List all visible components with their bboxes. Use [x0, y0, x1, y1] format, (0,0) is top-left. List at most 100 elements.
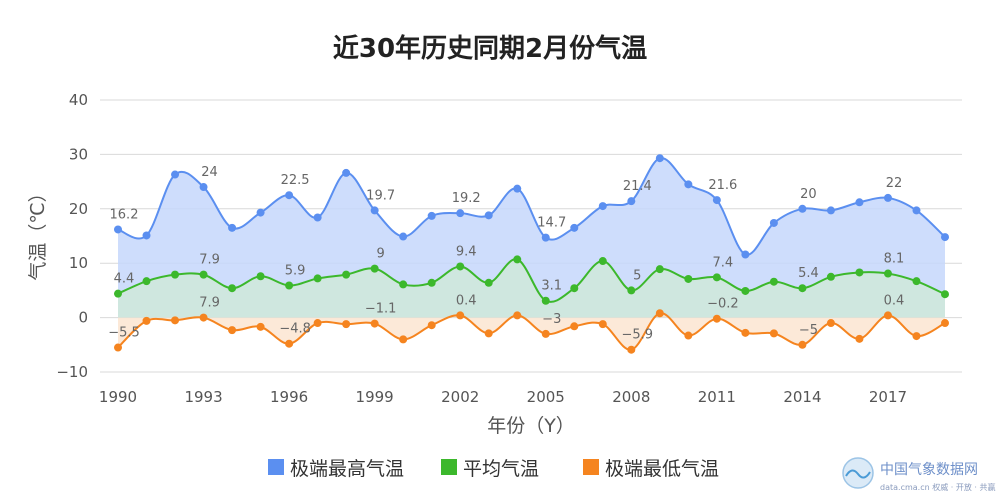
data-point: [741, 250, 750, 259]
data-point: [285, 339, 294, 348]
x-axis-label: 年份（Y）: [487, 415, 575, 437]
data-point: [285, 191, 294, 200]
data-point: [513, 311, 522, 320]
data-point: [912, 332, 921, 341]
data-point: [427, 278, 436, 287]
data-point: [598, 202, 607, 211]
data-points: [114, 154, 949, 354]
data-point: [228, 284, 237, 293]
data-label: 7.9: [199, 253, 220, 268]
data-point: [627, 197, 636, 206]
data-label: 20: [800, 187, 817, 202]
y-tick-label: −10: [56, 363, 88, 381]
data-point: [826, 272, 835, 281]
x-tick-label: 1999: [356, 388, 394, 406]
y-tick-label: 30: [69, 145, 88, 163]
data-label: 24: [201, 165, 218, 180]
data-point: [769, 329, 778, 338]
data-point: [171, 316, 180, 325]
x-tick-label: 1990: [99, 388, 137, 406]
data-point: [228, 223, 237, 232]
x-tick-label: 2002: [441, 388, 479, 406]
x-tick-label: 2008: [612, 388, 650, 406]
data-point: [427, 321, 436, 330]
legend-label: 极端最高气温: [290, 458, 404, 480]
data-point: [627, 345, 636, 354]
data-point: [171, 170, 180, 179]
data-label: 22: [886, 176, 903, 191]
data-point: [684, 331, 693, 340]
data-label: 9.4: [456, 244, 477, 259]
data-point: [826, 206, 835, 215]
data-point: [313, 274, 322, 283]
data-point: [883, 311, 892, 320]
data-point: [228, 326, 237, 335]
data-label: 21.6: [708, 178, 737, 193]
y-tick-label: 0: [78, 309, 88, 327]
data-label: 21.4: [623, 179, 652, 194]
data-point: [142, 277, 151, 286]
data-point: [456, 209, 465, 218]
data-point: [855, 268, 864, 277]
data-point: [541, 329, 550, 338]
data-point: [570, 322, 579, 331]
data-label: −3: [542, 312, 561, 327]
data-label: 16.2: [110, 207, 139, 222]
legend-swatch: [441, 459, 457, 475]
data-point: [427, 211, 436, 220]
data-point: [655, 265, 664, 274]
data-label: 5.4: [798, 266, 819, 281]
y-tick-label: 40: [69, 91, 88, 109]
data-point: [370, 264, 379, 273]
y-tick-label: 20: [69, 200, 88, 218]
data-point: [399, 335, 408, 344]
data-point: [541, 296, 550, 305]
data-point: [142, 231, 151, 240]
data-label: −5: [799, 323, 818, 338]
data-label: 3.1: [541, 279, 562, 294]
chart-title: 近30年历史同期2月份气温: [333, 33, 647, 64]
data-point: [370, 206, 379, 215]
data-point: [712, 273, 721, 282]
data-point: [256, 208, 265, 217]
data-point: [399, 232, 408, 241]
watermark-subtitle: data.cma.cn 权威 · 开放 · 共赢: [880, 482, 995, 492]
data-point: [114, 343, 122, 352]
legend: 极端最高气温 平均气温 极端最低气温: [268, 458, 719, 480]
data-label: 5: [633, 268, 641, 283]
legend-swatch: [268, 459, 284, 475]
area-fills: [118, 157, 945, 350]
data-point: [655, 154, 664, 163]
data-point: [484, 211, 493, 220]
legend-label: 平均气温: [463, 458, 539, 480]
x-tick-label: 1993: [184, 388, 222, 406]
x-tick-label: 2011: [698, 388, 736, 406]
data-point: [912, 206, 921, 215]
data-point: [712, 196, 721, 205]
area-fill-series-1: [118, 259, 945, 318]
x-tick-label: 2017: [869, 388, 907, 406]
data-label: −0.2: [707, 297, 739, 312]
data-label: 9: [377, 247, 385, 262]
data-point: [570, 284, 579, 293]
data-point: [541, 233, 550, 242]
data-label: 4.4: [114, 272, 135, 287]
data-point: [684, 274, 693, 283]
data-point: [769, 218, 778, 227]
data-point: [826, 319, 835, 328]
data-point: [114, 289, 122, 298]
x-axis-ticks: 1990 1993 1996 1999 2002 2005 2008 2011 2014 2017: [99, 388, 907, 406]
data-point: [456, 262, 465, 271]
data-point: [142, 316, 151, 325]
data-point: [855, 198, 864, 207]
data-point: [313, 319, 322, 328]
data-point: [370, 319, 379, 328]
data-label: 7.4: [713, 255, 734, 270]
data-point: [342, 320, 351, 329]
data-point: [199, 313, 208, 322]
data-point: [484, 329, 493, 338]
legend-label: 极端最低气温: [605, 458, 719, 480]
data-point: [399, 280, 408, 289]
data-point: [655, 309, 664, 318]
data-point: [627, 286, 636, 295]
